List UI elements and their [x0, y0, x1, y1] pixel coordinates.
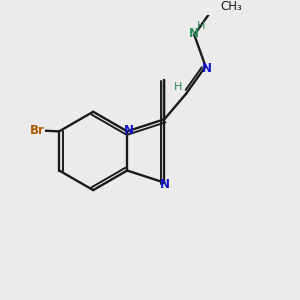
Text: CH₃: CH₃	[220, 0, 242, 13]
Text: N: N	[202, 61, 212, 75]
Text: Br: Br	[30, 124, 45, 137]
Text: H: H	[174, 82, 182, 92]
Text: N: N	[124, 124, 134, 137]
Text: N: N	[189, 27, 199, 40]
Text: N: N	[159, 178, 170, 190]
Text: H: H	[197, 21, 206, 31]
